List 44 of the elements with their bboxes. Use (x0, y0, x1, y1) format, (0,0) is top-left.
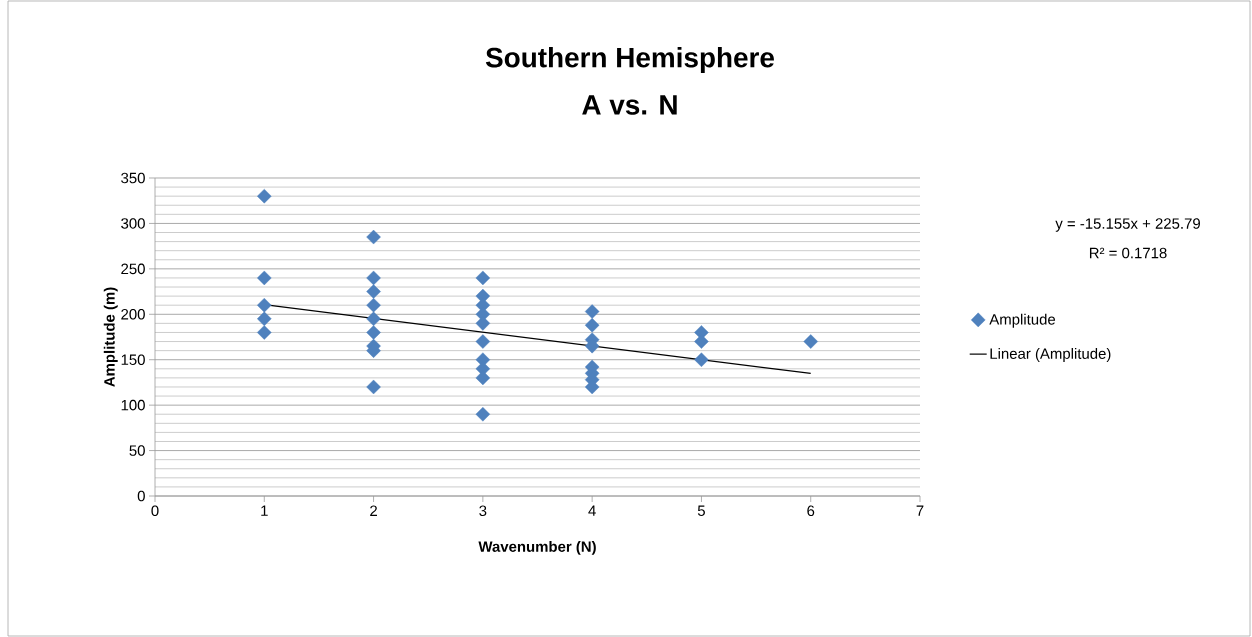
text: y = -15.155x + 225.79 (1055, 218, 1200, 232)
point (803, 334, 818, 349)
x-axis-title: Wavenumber (N) (478, 540, 596, 555)
x-tick-label: 2 (370, 505, 377, 516)
point (475, 406, 491, 422)
x-tick-label: 5 (697, 505, 705, 516)
point (366, 270, 381, 286)
point (584, 317, 600, 333)
y-tick-label: 300 (121, 218, 145, 229)
text: R² = 0.1718 (1089, 247, 1167, 259)
point (366, 284, 381, 299)
point (366, 297, 381, 313)
point (257, 297, 272, 313)
chart-title: Southern Hemisphere (485, 47, 774, 73)
y-tick-label: 250 (121, 263, 145, 275)
x-tick-label: 7 (916, 505, 924, 516)
y-tick-label: 150 (121, 354, 145, 365)
point (475, 270, 491, 286)
chart-subtitle: A vs. N (582, 95, 677, 115)
x-tick-label: 3 (479, 505, 487, 517)
point (694, 352, 709, 367)
point (366, 325, 381, 340)
point (257, 188, 272, 204)
x-tick-label: 6 (807, 505, 815, 517)
y-tick-label: 350 (121, 172, 145, 184)
y-axis-title: Amplitude (m) (103, 287, 118, 387)
point (257, 311, 272, 327)
x-tick-label: 4 (588, 505, 596, 516)
legend-label: Amplitude (989, 313, 1056, 328)
y-tick-label: 50 (129, 445, 145, 456)
point (366, 379, 381, 395)
point (475, 316, 491, 331)
y-tick-label: 100 (121, 399, 145, 411)
point (257, 325, 272, 340)
legend-label: Linear (Amplitude) (990, 347, 1111, 362)
point (366, 311, 381, 327)
point (366, 229, 381, 245)
x-tick-label: 1 (261, 505, 268, 516)
y-tick-label: 200 (121, 308, 145, 320)
point (584, 304, 600, 319)
point (257, 270, 272, 286)
point (475, 334, 491, 349)
x-tick-label: 0 (151, 505, 159, 517)
y-tick-label: 0 (137, 490, 145, 502)
